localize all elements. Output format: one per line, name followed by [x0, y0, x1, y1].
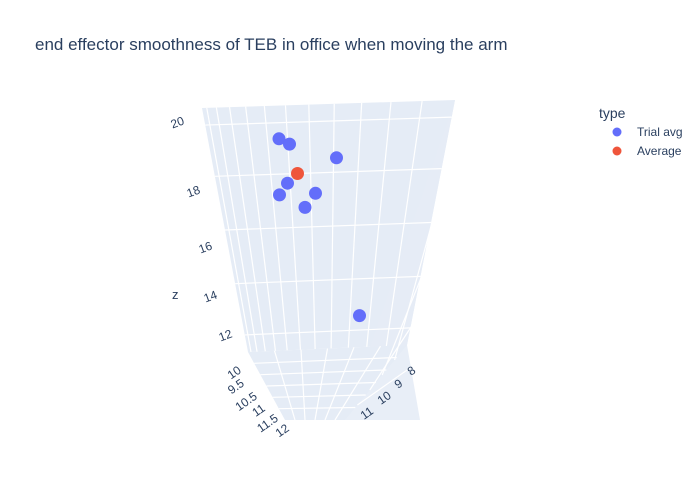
gridline	[357, 355, 428, 406]
z-tick-label: 12	[217, 327, 235, 345]
data-points	[272, 132, 366, 323]
gridline	[263, 105, 288, 351]
gridline	[366, 101, 392, 347]
gridline	[330, 103, 335, 349]
average-point[interactable]	[291, 167, 304, 180]
gridline	[334, 345, 382, 421]
gridline	[228, 107, 266, 352]
gridline	[206, 107, 252, 352]
gridline	[394, 163, 449, 361]
z-tick-label: 18	[185, 183, 203, 201]
chart-title: end effector smoothness of TEB in office…	[35, 35, 507, 54]
trial-avg-point[interactable]	[283, 137, 296, 151]
trial-avg-point[interactable]	[272, 132, 286, 146]
legend: type Trial avg Average	[599, 105, 683, 158]
trial-avg-point[interactable]	[353, 309, 366, 323]
floor	[248, 345, 407, 420]
legend-label: Average	[637, 144, 682, 158]
trial-avg-point[interactable]	[309, 186, 322, 200]
gridline	[244, 327, 411, 336]
z-tick-label: 16	[197, 239, 215, 257]
legend-item-trial-avg[interactable]: Trial avg	[612, 125, 683, 139]
gridline	[381, 227, 442, 376]
gridline	[369, 291, 435, 391]
gridline	[308, 104, 316, 350]
trial-avg-point[interactable]	[273, 188, 286, 202]
legend-title: type	[599, 105, 626, 121]
z-tick-label: 14	[202, 288, 220, 306]
trial-avg-point[interactable]	[298, 200, 312, 214]
gridline	[385, 100, 423, 346]
gridlines	[205, 100, 452, 421]
gridline	[224, 221, 432, 231]
legend-label: Trial avg	[637, 125, 683, 139]
gridline	[245, 106, 277, 351]
trial-avg-point[interactable]	[281, 176, 294, 190]
z-axis-title: z	[172, 287, 179, 302]
z-tick-label: 20	[169, 114, 187, 132]
gridline	[347, 102, 363, 348]
legend-marker	[612, 146, 622, 156]
trial-avg-point[interactable]	[330, 151, 343, 165]
legend-item-average[interactable]: Average	[612, 144, 682, 158]
gridline	[205, 116, 452, 126]
gridline	[235, 275, 421, 285]
legend-marker	[612, 127, 622, 137]
z-tick-labels: 12 14 16 18 20	[169, 114, 235, 345]
right-wall	[345, 100, 455, 420]
gridline	[214, 168, 442, 177]
gridline	[215, 107, 258, 352]
